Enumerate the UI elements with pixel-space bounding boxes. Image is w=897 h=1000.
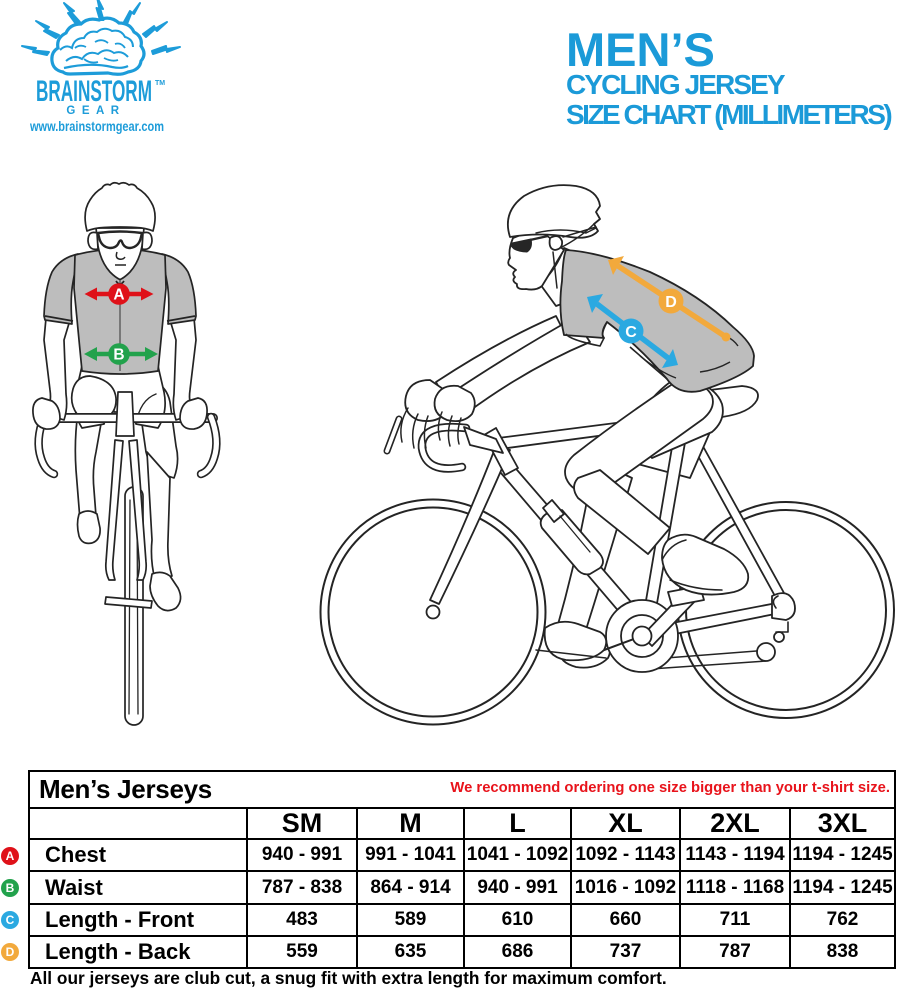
svg-text:C: C [625, 324, 637, 341]
svg-text:D: D [665, 294, 677, 311]
svg-text:A: A [113, 287, 124, 304]
svg-text:BRAINSTORM: BRAINSTORM [36, 75, 152, 108]
svg-text:www.brainstormgear.com: www.brainstormgear.com [29, 119, 164, 134]
svg-text:B: B [113, 347, 124, 364]
svg-text:TM: TM [155, 80, 165, 87]
svg-text:GEAR: GEAR [66, 105, 125, 117]
